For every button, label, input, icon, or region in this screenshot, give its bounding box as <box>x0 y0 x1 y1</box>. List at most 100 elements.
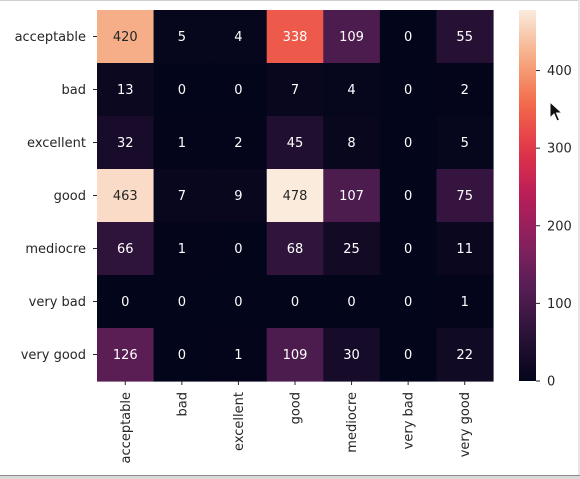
cell-value-label: 0 <box>404 295 412 310</box>
heatmap-cell <box>210 10 268 64</box>
heatmap-cell <box>153 169 211 223</box>
cell-value-label: 0 <box>121 295 129 310</box>
cell-value-label: 11 <box>456 242 473 257</box>
cell-value-label: 7 <box>291 83 299 98</box>
colorbar: 0 100 200 300 400 <box>519 10 572 390</box>
colorbar-tick-label: 300 <box>547 142 572 157</box>
heatmap-cells <box>97 10 494 382</box>
colorbar-tick-label: 0 <box>547 375 555 390</box>
mouse-pointer-icon <box>549 100 564 127</box>
cell-value-label: 126 <box>113 348 138 363</box>
heatmap-cell <box>379 222 438 276</box>
cell-value-label: 4 <box>347 83 355 98</box>
heatmap-cell <box>379 10 438 64</box>
colorbar-tick-label: 100 <box>547 297 572 312</box>
cell-value-label: 68 <box>287 242 304 257</box>
heatmap-cell <box>323 222 381 276</box>
window-bottom-border <box>0 475 580 479</box>
cell-value-label: 7 <box>178 189 186 204</box>
heatmap-cell <box>97 116 155 170</box>
y-tick-label: mediocre <box>25 242 86 257</box>
heatmap-cell <box>323 63 381 117</box>
heatmap-cell <box>97 275 155 329</box>
x-tick-label: bad <box>175 392 190 416</box>
heatmap-cell <box>323 116 381 170</box>
cell-value-label: 25 <box>343 242 360 257</box>
heatmap-cell <box>97 328 155 382</box>
cell-value-label: 0 <box>404 83 412 98</box>
y-tick-label: very good <box>21 348 86 363</box>
heatmap-cell <box>210 328 268 382</box>
colorbar-tick-label: 200 <box>547 219 572 234</box>
cell-value-label: 0 <box>404 348 412 363</box>
heatmap-cell <box>210 169 268 223</box>
x-tick-label: excellent <box>232 392 247 451</box>
heatmap-cell <box>210 63 268 117</box>
cell-value-label: 338 <box>283 30 308 45</box>
heatmap-cell <box>436 328 494 382</box>
colorbar-tick-label: 400 <box>547 64 572 79</box>
heatmap-cell <box>97 169 155 223</box>
heatmap-cell <box>436 116 494 170</box>
cell-value-label: 478 <box>283 189 308 204</box>
cell-value-label: 1 <box>461 295 469 310</box>
cell-value-label: 0 <box>178 83 186 98</box>
cell-value-label: 0 <box>234 242 242 257</box>
cell-value-label: 4 <box>234 30 242 45</box>
heatmap-cell <box>153 63 211 117</box>
x-tick-label: mediocre <box>345 392 360 453</box>
heatmap-cell <box>97 222 155 276</box>
cell-value-label: 109 <box>283 348 308 363</box>
heatmap-cell <box>153 328 211 382</box>
heatmap-cell <box>323 328 381 382</box>
cell-value-label: 2 <box>461 83 469 98</box>
cell-value-label: 0 <box>178 295 186 310</box>
x-tick-label: very good <box>458 392 473 457</box>
heatmap-cell <box>436 63 494 117</box>
window-right-border <box>578 0 580 476</box>
heatmap-cell <box>266 10 324 64</box>
heatmap-cell <box>153 10 211 64</box>
heatmap-cell <box>436 169 494 223</box>
cell-value-label: 13 <box>117 83 134 98</box>
heatmap-cell <box>379 169 438 223</box>
cell-value-label: 8 <box>347 136 355 151</box>
heatmap-cell <box>379 63 438 117</box>
cell-value-label: 2 <box>234 136 242 151</box>
cell-value-label: 5 <box>461 136 469 151</box>
heatmap-cell <box>379 275 438 329</box>
y-tick-label: acceptable <box>15 30 86 45</box>
cell-value-label: 463 <box>113 189 138 204</box>
cell-value-label: 107 <box>339 189 364 204</box>
cell-value-label: 0 <box>404 136 412 151</box>
heatmap-cell <box>266 275 324 329</box>
y-tick-label: excellent <box>27 136 86 151</box>
heatmap-cell <box>210 275 268 329</box>
heatmap-cell <box>210 116 268 170</box>
heatmap-cell <box>323 10 381 64</box>
cell-value-label: 0 <box>404 30 412 45</box>
heatmap-cell <box>436 222 494 276</box>
cell-value-label: 45 <box>287 136 304 151</box>
x-tick-label: very bad <box>402 392 417 449</box>
heatmap-cell <box>436 275 494 329</box>
x-tick-label: good <box>288 392 303 424</box>
y-tick-label: good <box>54 189 86 204</box>
cell-value-label: 1 <box>234 348 242 363</box>
heatmap-cell <box>266 328 324 382</box>
heatmap-cell <box>266 222 324 276</box>
y-tick-label: very bad <box>29 295 86 310</box>
cell-value-label: 55 <box>456 30 473 45</box>
cell-value-label: 0 <box>178 348 186 363</box>
cell-value-label: 0 <box>234 83 242 98</box>
cell-value-label: 0 <box>404 242 412 257</box>
heatmap-cell <box>153 222 211 276</box>
heatmap-cell <box>379 328 438 382</box>
cell-value-label: 30 <box>343 348 360 363</box>
y-tick-label: bad <box>62 83 86 98</box>
heatmap-cell <box>97 63 155 117</box>
heatmap-cell <box>153 275 211 329</box>
cell-value-label: 109 <box>339 30 364 45</box>
